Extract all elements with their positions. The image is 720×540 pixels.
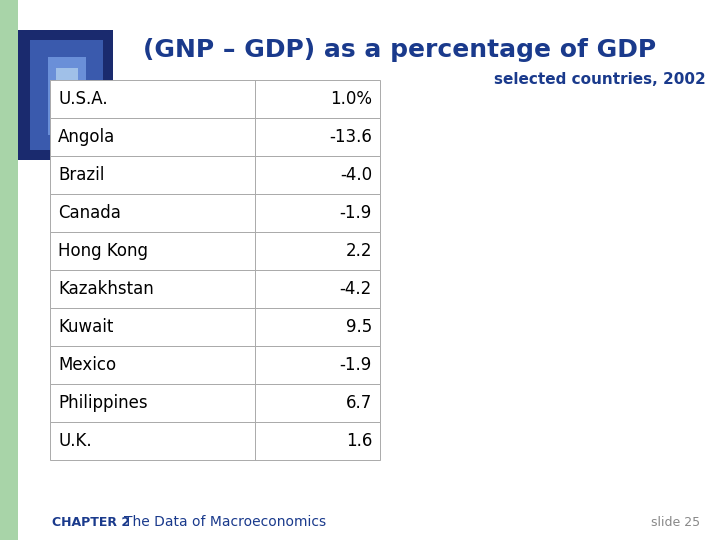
Text: -1.9: -1.9	[340, 356, 372, 374]
Bar	[50, 194, 380, 232]
Text: Philippines: Philippines	[58, 394, 148, 412]
Text: 1.6: 1.6	[346, 432, 372, 450]
Text: -13.6: -13.6	[329, 128, 372, 146]
Bar	[50, 156, 380, 194]
Text: -4.0: -4.0	[340, 166, 372, 184]
Text: The Data of Macroeconomics: The Data of Macroeconomics	[124, 515, 326, 529]
Text: 6.7: 6.7	[346, 394, 372, 412]
Text: -1.9: -1.9	[340, 204, 372, 222]
Text: Kuwait: Kuwait	[58, 318, 113, 336]
Text: CHAPTER 2: CHAPTER 2	[52, 516, 130, 529]
Bar	[18, 30, 113, 160]
Bar	[50, 384, 380, 422]
Text: (GNP – GDP) as a percentage of GDP: (GNP – GDP) as a percentage of GDP	[143, 38, 657, 62]
Text: slide 25: slide 25	[651, 516, 700, 529]
Bar	[50, 80, 380, 118]
Text: U.S.A.: U.S.A.	[58, 90, 107, 108]
Text: Kazakhstan: Kazakhstan	[58, 280, 154, 298]
Bar	[30, 40, 103, 150]
Bar	[56, 68, 78, 128]
Text: 1.0%: 1.0%	[330, 90, 372, 108]
Text: -4.2: -4.2	[340, 280, 372, 298]
Bar	[50, 118, 380, 156]
Text: Angola: Angola	[58, 128, 115, 146]
Bar	[50, 346, 380, 384]
Bar	[48, 57, 86, 135]
Text: Canada: Canada	[58, 204, 121, 222]
Bar	[50, 422, 380, 460]
Text: Mexico: Mexico	[58, 356, 116, 374]
Text: Brazil: Brazil	[58, 166, 104, 184]
Bar	[50, 232, 380, 270]
Text: U.K.: U.K.	[58, 432, 91, 450]
Bar	[0, 0, 18, 540]
Text: Hong Kong: Hong Kong	[58, 242, 148, 260]
Text: selected countries, 2002: selected countries, 2002	[494, 72, 706, 87]
Text: 9.5: 9.5	[346, 318, 372, 336]
Bar	[50, 270, 380, 308]
Text: 2.2: 2.2	[346, 242, 372, 260]
Bar	[50, 308, 380, 346]
